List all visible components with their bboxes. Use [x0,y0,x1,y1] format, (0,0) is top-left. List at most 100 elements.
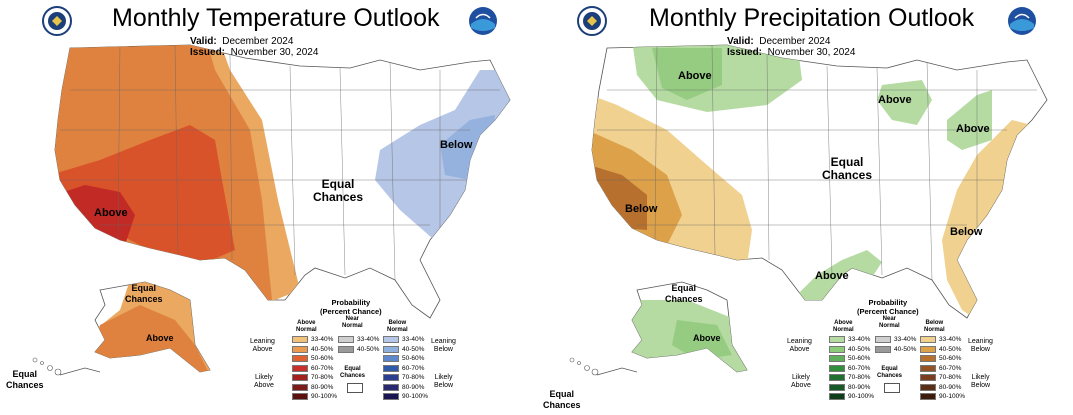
precipitation-title: Monthly Precipitation Outlook [649,4,975,32]
temperature-valid: Valid: December 2024 [190,36,294,47]
legend-row: 90-100% [383,393,428,400]
legend-row: 80-90% [383,383,425,391]
noaa-logo-icon [469,7,497,35]
legend-row-label: 60-70% [848,364,871,372]
temp-hi-equal-chances-label: Equal Chances [6,369,44,390]
legend-row-label: 40-50% [894,345,917,353]
legend-row-label: 33-40% [848,336,871,343]
legend-near-header: Near Normal [879,316,900,329]
legend-row-label: 33-40% [402,336,425,343]
legend-leaning-above: Leaning Above [787,338,812,353]
legend-swatch [829,364,845,372]
legend-row-label: 90-100% [311,393,338,400]
legend-swatch [292,374,308,381]
precip-above-ne-region [947,90,992,150]
legend-near-header: Near Normal [342,316,363,329]
legend-swatch [338,345,354,353]
legend-row-label: 80-90% [939,383,962,391]
temperature-issued: Issued: November 30, 2024 [190,47,319,58]
legend-row-label: 40-50% [939,345,962,353]
legend-row-label: 70-80% [402,374,425,381]
legend-row: 50-60% [829,355,870,362]
legend-swatch [875,336,891,343]
legend-swatch [829,355,845,362]
legend-row-label: 33-40% [894,336,917,343]
legend-row-label: 33-40% [357,336,380,343]
legend-above-header: Above Normal [296,320,317,333]
legend-swatch [338,336,354,343]
legend-row: 70-80% [383,374,424,381]
precip-below-se-label: Below [950,226,983,238]
precipitation-issued: Issued: November 30, 2024 [727,47,856,58]
precip-below-sw-label: Below [625,203,658,215]
legend-row: 70-80% [292,374,333,381]
legend-row: 60-70% [383,364,425,372]
temperature-outlook-panel: Monthly Temperature Outlook Valid: Decem… [0,0,536,415]
legend-row: 60-70% [292,364,334,372]
legend-swatch [292,364,308,372]
legend-row: 33-40% [383,336,424,343]
legend-row-label: 33-40% [939,336,962,343]
legend-row: 90-100% [920,393,965,400]
legend-row-label: 70-80% [939,374,962,381]
noaa-logo-icon [1008,7,1036,35]
temp-below-label: Below [440,139,473,151]
legend-row-label: 50-60% [402,355,425,362]
precip-above-gulf-label: Above [815,270,849,282]
precipitation-outlook-panel: Monthly Precipitation Outlook Valid: Dec… [537,0,1073,415]
legend-row: 33-40% [292,336,333,343]
legend-row: 40-50% [920,345,962,353]
legend-row-label: 40-50% [848,345,871,353]
legend-row: 40-50% [875,345,917,353]
legend-row-label: 70-80% [848,374,871,381]
precip-below-sw-50-region [592,165,647,230]
legend-row-label: 40-50% [357,345,380,353]
legend-title: Probability (Percent Chance) [320,298,382,316]
legend-row: 50-60% [920,355,961,362]
legend-row-label: 80-90% [402,383,425,391]
legend-row: 40-50% [338,345,380,353]
legend-row: 40-50% [292,345,333,353]
legend-swatch [383,374,399,381]
legend-swatch [383,393,399,400]
legend-swatch [829,383,845,391]
legend-row-label: 50-60% [939,355,962,362]
legend-swatch [829,345,845,353]
precip-above-ne-label: Above [956,123,990,135]
temp-equal-chances-label: Equal Chances [313,177,364,204]
legend-row-label: 90-100% [939,393,966,400]
legend-swatch [383,345,399,353]
legend-row-label: 80-90% [848,383,871,391]
precip-equal-chances-label: Equal Chances [822,155,873,182]
precip-ak-equal-chances-label: Equal Chances [665,283,703,304]
legend-row: 70-80% [829,374,870,381]
legend-swatch [920,364,936,372]
legend-row: 80-90% [920,383,962,391]
legend-swatch [292,393,308,400]
legend-leaning-above: Leaning Above [250,338,275,353]
legend-row-label: 60-70% [311,364,334,372]
legend-row: 60-70% [920,364,961,372]
legend-likely-below: Likely Below [434,374,454,389]
legend-likely-above: Likely Above [254,374,274,389]
legend-swatch [292,345,308,353]
legend-swatch [292,336,308,343]
legend-row-label: 33-40% [311,336,334,343]
legend-likely-below: Likely Below [971,374,991,389]
legend-row-label: 80-90% [311,383,334,391]
precipitation-legend: Probability (Percent Chance) Above Normal … [787,298,1007,413]
doc-seal-icon [42,6,72,36]
precipitation-map [569,44,1048,376]
legend-swatch [383,383,399,391]
temperature-legend: Probability (Percent Chance) Above Normal … [250,298,470,413]
precip-ak-above-label: Above [693,333,721,343]
legend-row-label: 60-70% [402,364,425,372]
temperature-title: Monthly Temperature Outlook [112,4,440,32]
legend-swatch [383,364,399,372]
legend-leaning-below: Leaning Below [968,338,993,353]
legend-swatch [383,355,399,362]
legend-row-label: 50-60% [311,355,334,362]
precip-ak-above-40-region [672,320,732,360]
legend-swatch [920,393,936,400]
legend-below-header: Below Normal [387,320,408,333]
